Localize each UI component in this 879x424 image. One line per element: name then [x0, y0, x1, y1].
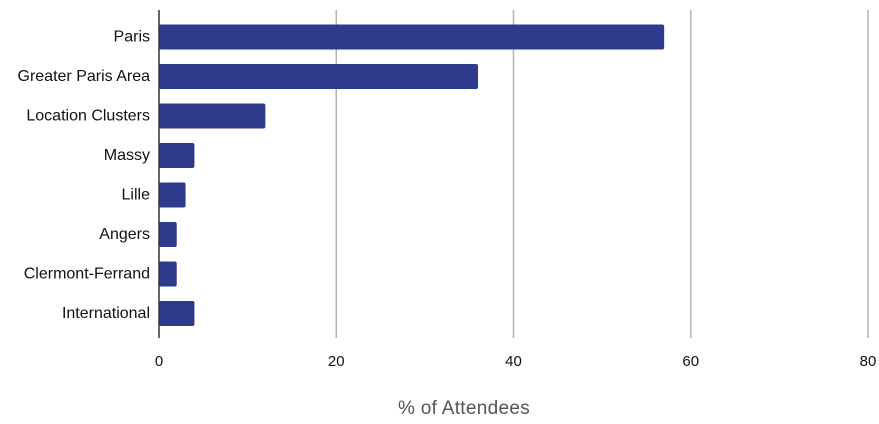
x-tick-label: 60 — [682, 353, 699, 370]
bar-international — [159, 301, 195, 326]
x-tick-label: 20 — [328, 353, 345, 370]
category-label: Massy — [104, 147, 150, 164]
bar-location-clusters — [159, 103, 266, 129]
x-tick-label: 40 — [505, 353, 522, 370]
bar-massy — [159, 143, 195, 168]
bar-angers — [159, 222, 177, 247]
category-label: International — [62, 305, 150, 322]
category-label: Angers — [99, 226, 150, 243]
grid-lines — [335, 10, 869, 338]
bar-lille — [159, 182, 186, 208]
category-labels: Paris Greater Paris Area Location Clusters… — [18, 29, 151, 323]
x-tick-label: 0 — [155, 353, 163, 370]
bar-greater-paris-area — [159, 64, 479, 89]
category-label: Greater Paris Area — [18, 68, 151, 85]
category-label: Paris — [114, 29, 150, 46]
category-label: Location Clusters — [26, 108, 150, 125]
category-label: Clermont-Ferrand — [24, 266, 150, 283]
x-tick-label: 80 — [860, 353, 877, 370]
bar-paris — [159, 24, 665, 50]
category-label: Lille — [122, 187, 151, 204]
bar-clermont-ferrand — [159, 261, 177, 287]
tick-labels: 0 20 40 60 80 — [155, 353, 877, 370]
bars — [159, 24, 665, 326]
x-axis-title: % of Attendees — [398, 398, 530, 419]
